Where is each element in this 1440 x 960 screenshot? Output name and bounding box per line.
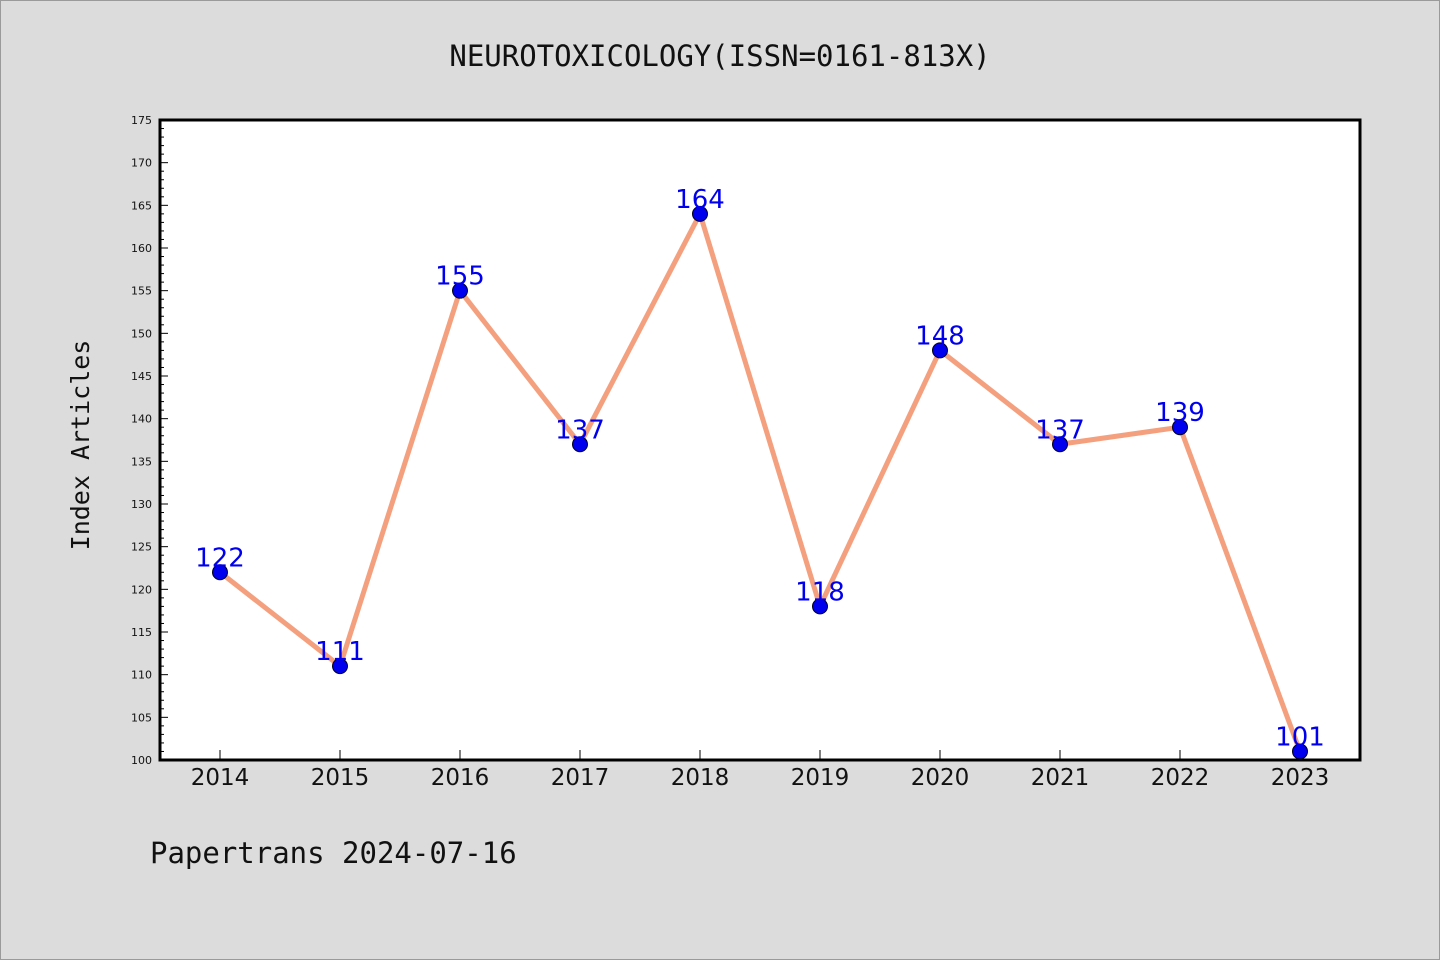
data-point bbox=[812, 598, 828, 615]
x-tick-label: 2020 bbox=[911, 765, 970, 791]
y-tick-label: 125 bbox=[131, 541, 152, 554]
x-tick-label: 2016 bbox=[431, 765, 490, 791]
y-tick-label: 100 bbox=[131, 754, 152, 767]
y-tick-label: 175 bbox=[131, 114, 152, 127]
data-point bbox=[1052, 436, 1068, 453]
footer-text: Papertrans 2024-07-16 bbox=[150, 836, 517, 870]
data-label: 122 bbox=[195, 543, 245, 573]
x-axis: 2014 2015 2016 2017 2018 2019 2020 2021 2022 2023 bbox=[191, 750, 1330, 791]
x-tick-label: 2019 bbox=[791, 765, 850, 791]
data-label: 111 bbox=[315, 637, 365, 667]
data-point bbox=[1172, 419, 1188, 436]
y-tick-label: 105 bbox=[131, 711, 152, 724]
y-axis: 100 105 110 115 120 125 130 135 140 145 150 155 160 1… bbox=[131, 114, 168, 767]
x-tick-label: 2014 bbox=[191, 765, 250, 791]
data-label: 139 bbox=[1155, 398, 1205, 428]
series-layer bbox=[212, 205, 1308, 760]
data-label: 137 bbox=[1035, 415, 1085, 445]
x-tick-label: 2022 bbox=[1151, 765, 1210, 791]
data-label: 101 bbox=[1275, 722, 1325, 752]
plot-border bbox=[158, 118, 1362, 762]
data-point bbox=[692, 205, 708, 222]
y-tick-label: 130 bbox=[131, 498, 152, 511]
y-tick-label: 145 bbox=[131, 370, 152, 383]
y-tick-label: 150 bbox=[131, 327, 152, 340]
y-tick-label: 165 bbox=[131, 199, 152, 212]
data-point bbox=[452, 282, 468, 299]
x-tick-label: 2017 bbox=[551, 765, 610, 791]
data-labels: 122 111 155 137 164 118 148 137 139 101 bbox=[195, 185, 1325, 753]
y-tick-label: 120 bbox=[131, 583, 152, 596]
data-point bbox=[212, 564, 228, 581]
y-tick-label: 115 bbox=[131, 626, 152, 639]
data-label: 155 bbox=[435, 262, 485, 292]
y-tick-label: 160 bbox=[131, 242, 152, 255]
data-label: 118 bbox=[795, 577, 845, 607]
x-tick-label: 2021 bbox=[1031, 765, 1090, 791]
data-label: 148 bbox=[915, 321, 965, 351]
data-label: 164 bbox=[675, 185, 725, 215]
y-tick-label: 140 bbox=[131, 413, 152, 426]
y-tick-label: 155 bbox=[131, 285, 152, 298]
y-tick-label: 110 bbox=[131, 669, 152, 682]
x-tick-label: 2018 bbox=[671, 765, 730, 791]
series-line bbox=[217, 211, 1303, 754]
x-tick-label: 2023 bbox=[1271, 765, 1330, 791]
chart-title: NEUROTOXICOLOGY(ISSN=0161-813X) bbox=[449, 39, 990, 73]
plot-area bbox=[160, 120, 1360, 760]
data-label: 137 bbox=[555, 415, 605, 445]
data-point bbox=[932, 342, 948, 359]
y-tick-label: 135 bbox=[131, 455, 152, 468]
y-axis-label: Index Articles bbox=[66, 340, 95, 551]
x-tick-label: 2015 bbox=[311, 765, 370, 791]
y-tick-label: 170 bbox=[131, 157, 152, 170]
data-point bbox=[332, 658, 348, 675]
data-point bbox=[572, 436, 588, 453]
